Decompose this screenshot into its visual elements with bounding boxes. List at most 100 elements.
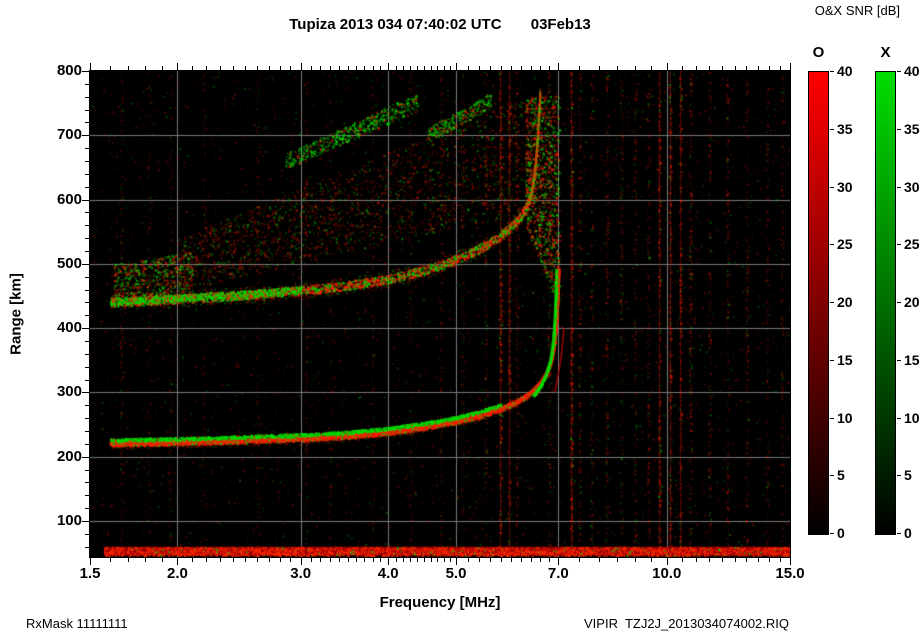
x-minor-tick	[709, 558, 711, 562]
colorbar-tick-mark	[897, 71, 901, 72]
y-minor-tick	[85, 251, 89, 252]
x-tick-label: 10.0	[652, 565, 682, 582]
y-minor-tick	[85, 405, 89, 407]
x-tick-label: 2.0	[167, 565, 188, 582]
y-minor-tick	[85, 482, 89, 484]
x-minor-tick-top	[423, 66, 425, 70]
colorbar-tick-mark	[830, 186, 834, 188]
colorbar-tick-mark	[830, 475, 834, 477]
y-minor-tick	[85, 418, 89, 420]
x-minor-tick	[128, 558, 130, 562]
x-minor-tick-top	[290, 66, 292, 70]
colorbar-tick-label: 25	[904, 236, 920, 253]
y-axis-label: Range [km]	[7, 273, 25, 355]
x-minor-tick	[380, 558, 382, 562]
y-minor-tick	[85, 469, 89, 471]
x-minor-tick	[467, 558, 469, 562]
x-minor-tick	[549, 558, 551, 562]
x-minor-tick-top	[521, 66, 523, 70]
x-minor-tick	[634, 558, 636, 562]
x-minor-tick-top	[109, 66, 111, 70]
x-minor-tick-top	[380, 66, 382, 70]
x-minor-tick-top	[501, 66, 503, 70]
x-tick-label: 4.0	[377, 565, 399, 582]
colorbar-tick-mark	[897, 302, 901, 303]
x-minor-tick-top	[347, 66, 349, 70]
y-tick-label: 400	[56, 319, 82, 337]
x-minor-tick-top	[410, 66, 412, 70]
x-minor-tick	[410, 558, 412, 562]
x-minor-tick	[145, 558, 147, 562]
x-minor-tick	[338, 558, 340, 562]
x-tick-label: 1.5	[79, 565, 101, 582]
colorbar-tick-label: 15	[904, 351, 920, 368]
y-tick-mark	[82, 263, 89, 265]
x-minor-tick	[356, 558, 358, 562]
y-tick-mark	[82, 328, 89, 330]
x-minor-tick-top	[757, 66, 759, 70]
x-minor-tick-top	[338, 66, 340, 70]
x-minor-tick	[423, 558, 425, 562]
x-minor-tick-top	[651, 66, 653, 70]
x-tick-mark	[177, 558, 179, 565]
colorbar-tick-label: 40	[837, 63, 853, 79]
colorbar-O	[808, 71, 829, 535]
y-minor-tick	[85, 276, 89, 278]
x-minor-tick	[695, 558, 697, 562]
x-minor-tick	[651, 558, 653, 562]
y-tick-mark	[82, 71, 89, 72]
x-minor-tick	[109, 558, 111, 562]
x-minor-tick-top	[769, 66, 771, 70]
y-tick-mark	[82, 456, 89, 458]
y-minor-tick	[85, 186, 89, 188]
y-minor-tick	[85, 443, 89, 445]
x-minor-tick	[192, 558, 194, 562]
colorbar-tick-label: 0	[904, 525, 912, 541]
y-tick-label: 500	[56, 254, 82, 272]
x-minor-tick-top	[279, 66, 281, 70]
x-minor-tick-top	[219, 66, 221, 70]
rxmask-label: RxMask 11111111	[26, 616, 128, 631]
x-minor-tick	[501, 558, 503, 562]
x-minor-tick	[617, 558, 619, 562]
x-tick-mark	[90, 558, 91, 565]
x-tick-mark-top	[666, 63, 668, 70]
x-minor-tick-top	[449, 66, 451, 70]
x-minor-tick-top	[746, 66, 748, 70]
colorbar-tick-label: 15	[837, 351, 853, 368]
colorbar-tick-mark	[830, 128, 834, 130]
colorbar-tick-label: 0	[837, 525, 845, 541]
y-tick-mark	[82, 392, 89, 394]
colorbar-tick-label: 5	[904, 467, 912, 484]
colorbar-tick-label: 35	[904, 120, 920, 137]
colorbar-X	[875, 71, 896, 535]
y-minor-tick	[85, 341, 89, 342]
x-minor-tick-top	[356, 66, 358, 70]
x-minor-tick-top	[364, 66, 366, 70]
y-tick-label: 800	[56, 62, 82, 79]
colorbar-tick-label: 30	[837, 178, 853, 195]
x-minor-tick	[722, 558, 724, 562]
colorbar-tick-mark	[830, 533, 834, 534]
y-minor-tick	[85, 366, 89, 368]
colorbar-tick-label: 35	[837, 120, 853, 137]
x-minor-tick-top	[681, 66, 683, 70]
y-tick-mark	[82, 199, 89, 201]
x-minor-tick-top	[232, 66, 234, 70]
x-minor-tick-top	[161, 66, 163, 70]
colorbar-header-X: X	[880, 44, 891, 61]
colorbar-tick-mark	[830, 71, 834, 72]
x-minor-tick	[245, 558, 247, 562]
x-minor-tick	[232, 558, 234, 562]
ionogram-canvas	[90, 71, 790, 557]
x-minor-tick-top	[395, 66, 397, 70]
colorbar-tick-mark	[897, 417, 901, 419]
x-minor-tick-top	[430, 66, 432, 70]
y-minor-tick	[85, 379, 89, 381]
y-tick-label: 300	[56, 383, 82, 401]
x-minor-tick	[310, 558, 312, 562]
y-minor-tick	[85, 173, 89, 175]
x-minor-tick-top	[617, 66, 619, 70]
x-minor-tick-top	[206, 66, 208, 70]
